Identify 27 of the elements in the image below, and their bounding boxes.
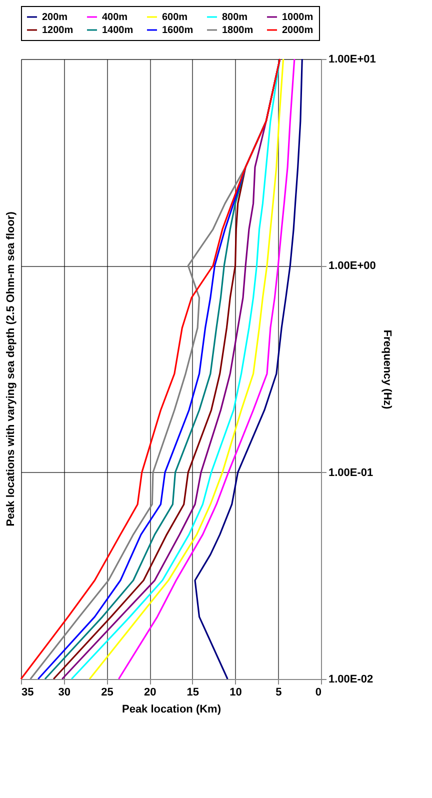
y-tick-label: 1.00E+00 <box>328 260 376 272</box>
y-tick-label: 1.00E+01 <box>328 54 376 66</box>
legend-label: 200m <box>42 12 68 23</box>
x-tick-label: 35 <box>22 686 34 698</box>
legend-label: 1000m <box>282 12 314 23</box>
legend-label: 1600m <box>162 25 194 36</box>
legend-label: 2000m <box>282 25 314 36</box>
x-tick-label: 15 <box>186 686 200 698</box>
legend-label: 1400m <box>102 25 134 36</box>
y-axis-title: Frequency (Hz) <box>380 330 393 410</box>
y-tick-label: 1.00E-02 <box>328 674 374 686</box>
legend-label: 800m <box>222 12 248 23</box>
legend-label: 600m <box>162 12 188 23</box>
line-series <box>194 58 303 680</box>
legend-label: 400m <box>102 12 128 23</box>
x-tick-label: 5 <box>276 686 282 698</box>
x-axis-title: Peak location (Km) <box>122 704 222 716</box>
x-tick-label: 0 <box>315 686 322 698</box>
legend-label: 1800m <box>222 25 254 36</box>
x-tick-label: 30 <box>58 686 70 698</box>
x-tick-label: 10 <box>230 686 242 698</box>
text: Peak locations with varying sea depth (2.5 Ohm-m sea floor) <box>5 211 18 526</box>
y-tick-label: 1.00E-01 <box>328 466 374 479</box>
line-series <box>118 58 296 680</box>
legend-label: 1200m <box>42 25 74 36</box>
x-tick-label: 25 <box>101 686 114 698</box>
x-tick-label: 20 <box>144 686 156 698</box>
